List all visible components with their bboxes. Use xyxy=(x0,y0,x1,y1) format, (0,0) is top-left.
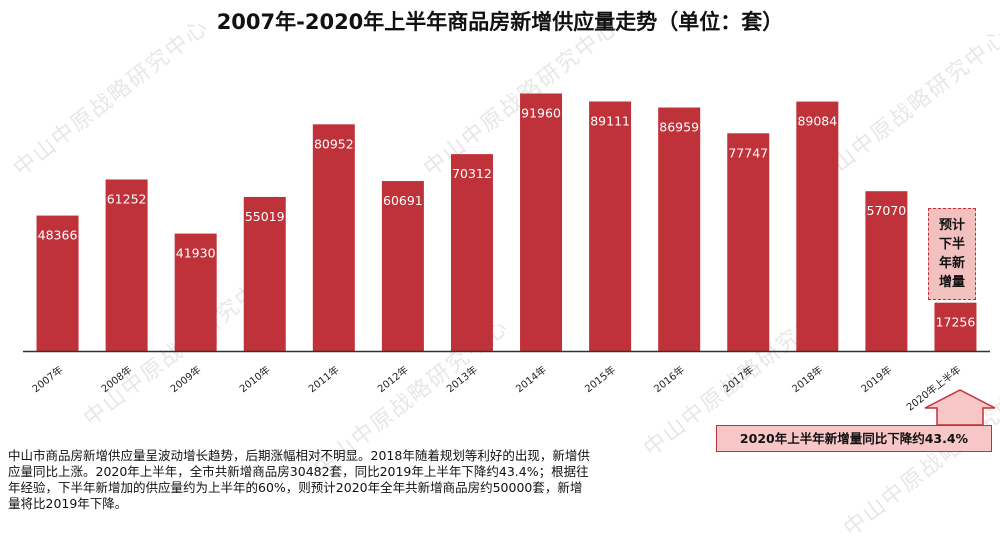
x-tick-label: 2013年 xyxy=(444,363,480,395)
x-tick-label: 2012年 xyxy=(375,363,411,395)
x-tick-label: 2008年 xyxy=(99,363,135,395)
data-label: 89084 xyxy=(797,114,837,129)
data-label: 17256 xyxy=(936,315,976,330)
bar xyxy=(589,101,632,351)
data-label: 86959 xyxy=(659,120,699,135)
bar xyxy=(381,181,424,351)
data-label: 80952 xyxy=(314,136,354,151)
data-label: 89111 xyxy=(590,113,630,128)
x-tick-label: 2011年 xyxy=(306,363,342,395)
bar xyxy=(658,107,701,351)
x-tick-label: 2016年 xyxy=(651,363,687,395)
bar xyxy=(520,93,563,352)
x-tick-label: 2014年 xyxy=(513,363,549,395)
bar-chart: 48366 2007年 61252 2008年 41930 2009年 55019 2010年… xyxy=(23,93,990,414)
data-label: 70312 xyxy=(452,166,492,181)
data-label: 61252 xyxy=(107,191,147,206)
summary-note: 中山市商品房新增供应量呈波动增长趋势，后期涨幅相对不明显。2018年随着规划等利… xyxy=(8,448,590,511)
bar xyxy=(796,101,839,352)
x-tick-label: 2015年 xyxy=(582,363,618,395)
bar xyxy=(312,124,355,351)
decline-callout: 2020年上半年新增量同比下降约43.4% xyxy=(716,425,992,452)
x-tick-label: 2020年上半年 xyxy=(904,363,964,414)
x-tick-label: 2017年 xyxy=(720,363,756,395)
bar xyxy=(105,179,148,351)
bar xyxy=(243,196,286,351)
data-label: 77747 xyxy=(728,145,768,160)
x-tick-label: 2009年 xyxy=(168,363,204,395)
x-tick-label: 2018年 xyxy=(789,363,825,395)
x-tick-label: 2019年 xyxy=(858,363,894,395)
bar xyxy=(934,302,977,351)
data-label: 91960 xyxy=(521,106,561,121)
data-label: 60691 xyxy=(383,193,423,208)
x-tick-label: 2010年 xyxy=(237,363,273,395)
x-tick-label: 2007年 xyxy=(29,363,65,395)
forecast-label: 预计下半年新增量 xyxy=(928,208,976,300)
bar xyxy=(865,191,908,351)
data-label: 55019 xyxy=(245,209,285,224)
bar xyxy=(727,133,770,351)
bar xyxy=(174,233,217,351)
data-label: 57070 xyxy=(867,203,907,218)
bar xyxy=(36,215,79,351)
chart-title: 2007年-2020年上半年商品房新增供应量走势（单位：套） xyxy=(216,10,784,34)
bar xyxy=(450,154,493,351)
data-label: 41930 xyxy=(176,246,216,261)
data-label: 48366 xyxy=(38,228,78,243)
